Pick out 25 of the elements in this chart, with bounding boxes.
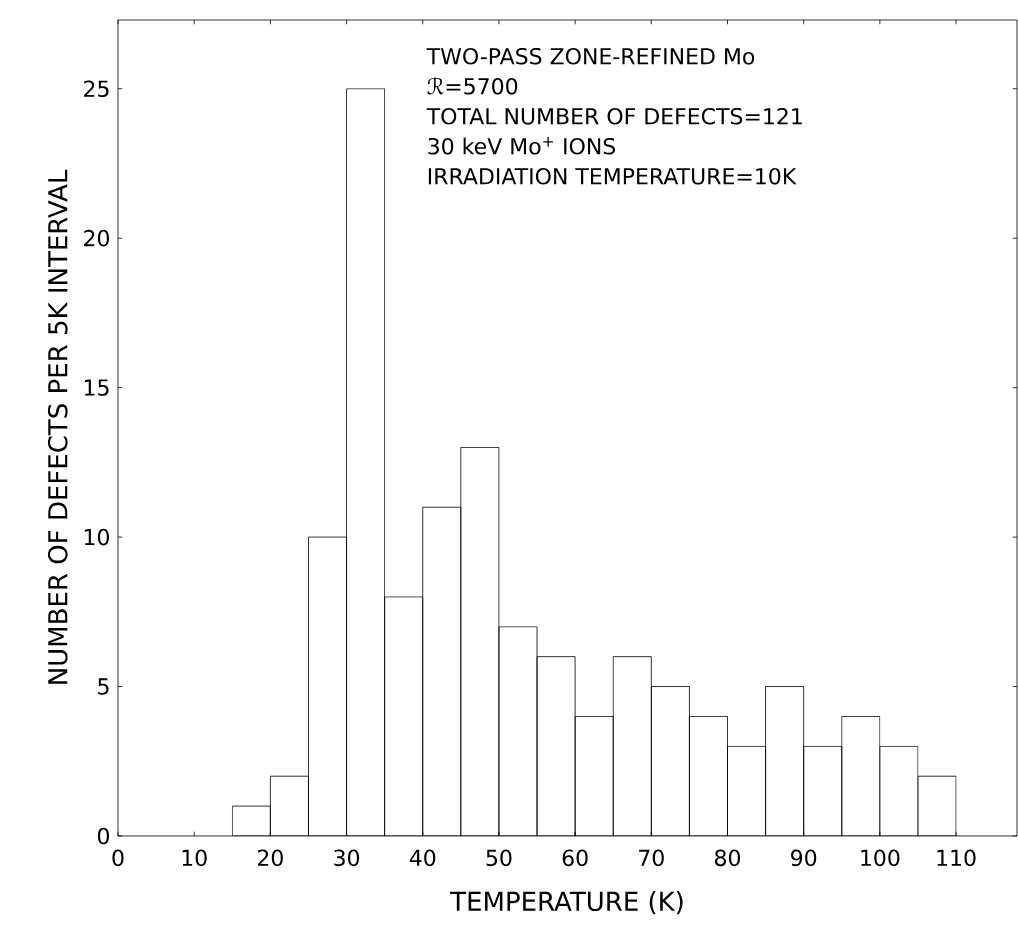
y-tick-label: 20 (84, 229, 109, 247)
x-tick-label: 30 (334, 849, 360, 867)
x-tick-label: 80 (714, 849, 741, 867)
x-tick-label: 40 (409, 849, 436, 867)
annotation: ℛ=5700 (427, 77, 518, 95)
annotation: IRRADIATION TEMPERATURE=10K (428, 167, 797, 185)
y-tick-label: 15 (84, 379, 109, 396)
x-tick-label: 110 (937, 849, 976, 867)
x-tick-label: 90 (791, 849, 817, 867)
x-tick-label: 70 (639, 849, 664, 867)
y-tick-label: 10 (84, 528, 109, 546)
x-tick-label: 100 (861, 849, 900, 867)
y-tick-label: 0 (97, 827, 110, 845)
x-axis-title: TEMPERATURE (K) (450, 891, 683, 915)
annotation: TWO-PASS ZONE-REFINED Mo (426, 47, 755, 65)
y-tick-label: 25 (84, 80, 109, 98)
y-axis-title: NUMBER OF DEFECTS PER 5K INTERVAL (47, 169, 68, 684)
annotation: TOTAL NUMBER OF DEFECTS=121 (426, 107, 802, 125)
y-tick-label: 5 (98, 678, 109, 695)
x-tick-label: 20 (257, 849, 283, 867)
x-tick-label: 10 (182, 849, 207, 867)
x-tick-label: 50 (486, 849, 512, 867)
x-tick-label: 60 (562, 849, 588, 867)
annotation: 30 keV Mo$^{+}$ IONS (428, 137, 616, 155)
x-tick-label: 0 (112, 849, 124, 867)
